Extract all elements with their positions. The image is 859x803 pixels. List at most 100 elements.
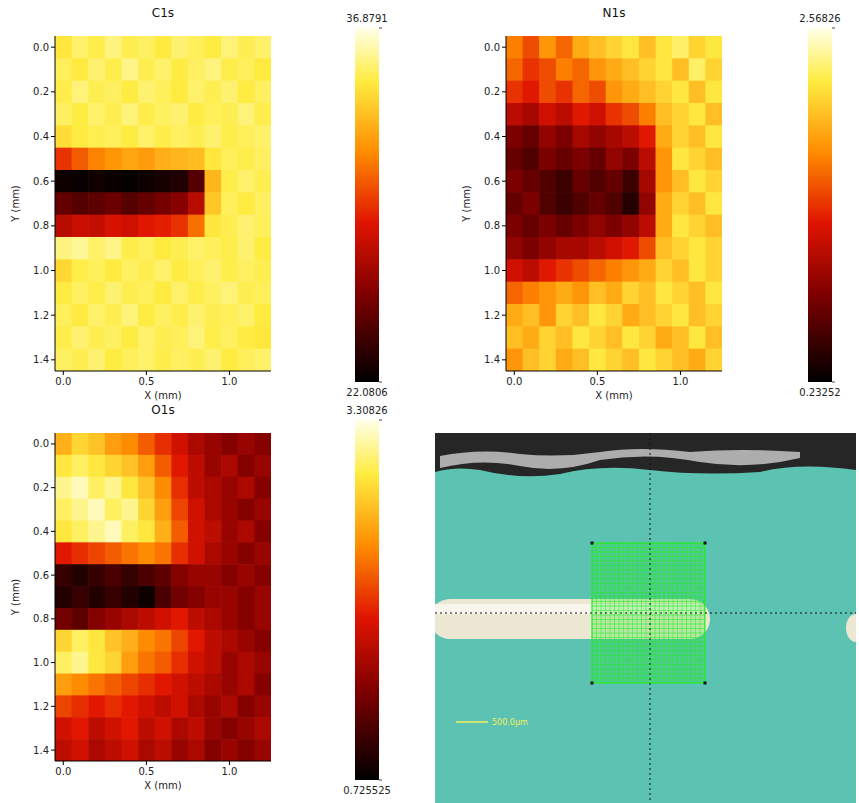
- cell: [88, 192, 105, 215]
- cell: [171, 304, 188, 327]
- cell: [88, 304, 105, 327]
- cell: [105, 125, 122, 148]
- cell: [572, 282, 589, 305]
- cell: [689, 36, 706, 59]
- cell: [572, 349, 589, 371]
- x-tick-label: 0.0: [506, 376, 522, 387]
- x-axis-title: X (mm): [595, 390, 632, 401]
- cell: [606, 36, 623, 59]
- cell: [221, 542, 238, 564]
- cell: [88, 455, 105, 477]
- cell: [622, 58, 639, 81]
- cell: [238, 326, 255, 349]
- scan-grid-line: [592, 565, 705, 566]
- cell: [572, 215, 589, 238]
- cell: [639, 58, 656, 81]
- cell: [205, 630, 222, 652]
- cell: [171, 433, 188, 455]
- cell: [205, 237, 222, 260]
- x-tick: [63, 371, 64, 375]
- y-tick-label: 1.4: [33, 354, 49, 365]
- cell: [121, 586, 138, 608]
- cell: [221, 349, 238, 371]
- scan-grid-line: [623, 543, 624, 683]
- cell: [238, 542, 255, 564]
- cell: [105, 215, 122, 238]
- cell: [689, 282, 706, 305]
- scan-grid-line: [614, 543, 615, 683]
- heatmap-panel: 0.00.51.00.00.20.40.60.81.01.21.4X (mm)Y…: [10, 6, 388, 401]
- cell: [656, 192, 673, 215]
- cell: [155, 608, 172, 630]
- cell: [606, 192, 623, 215]
- cell: [55, 103, 72, 126]
- cell: [689, 125, 706, 148]
- cell: [705, 237, 722, 260]
- cell: [254, 103, 271, 126]
- cells: [55, 36, 271, 371]
- x-tick: [514, 371, 515, 375]
- cell: [205, 58, 222, 81]
- cell: [506, 326, 523, 349]
- cell: [121, 170, 138, 193]
- cell: [188, 237, 205, 260]
- cell: [188, 695, 205, 717]
- cell: [72, 148, 89, 171]
- cell: [506, 192, 523, 215]
- y-tick-label: 0.0: [484, 42, 500, 53]
- cell: [238, 36, 255, 59]
- cell: [606, 170, 623, 193]
- panel-title: O1s: [151, 403, 174, 417]
- cell: [72, 282, 89, 305]
- cell: [254, 349, 271, 371]
- cell: [121, 433, 138, 455]
- cell: [221, 103, 238, 126]
- cell: [55, 630, 72, 652]
- cell: [254, 630, 271, 652]
- cell: [55, 237, 72, 260]
- cell: [221, 477, 238, 499]
- y-tick-label: 0.0: [33, 42, 49, 53]
- cell: [188, 192, 205, 215]
- colorbar-label: 22.0806: [346, 387, 387, 398]
- cell: [105, 81, 122, 104]
- cell: [689, 237, 706, 260]
- cell: [72, 739, 89, 761]
- cell: [72, 477, 89, 499]
- cell: [138, 499, 155, 521]
- cell: [55, 652, 72, 674]
- cell: [254, 433, 271, 455]
- cell: [238, 586, 255, 608]
- cell: [556, 215, 573, 238]
- cell: [606, 148, 623, 171]
- cell: [105, 695, 122, 717]
- y-tick: [51, 225, 55, 226]
- cell: [572, 326, 589, 349]
- cell: [55, 455, 72, 477]
- cell: [72, 564, 89, 586]
- cell: [205, 542, 222, 564]
- cell: [205, 564, 222, 586]
- cell: [171, 455, 188, 477]
- cell: [55, 717, 72, 739]
- cell: [138, 564, 155, 586]
- scan-grid-line: [592, 678, 705, 679]
- cell: [221, 58, 238, 81]
- cell: [656, 103, 673, 126]
- cell: [221, 586, 238, 608]
- cell: [138, 433, 155, 455]
- cell: [88, 58, 105, 81]
- cell: [221, 326, 238, 349]
- panel-title: N1s: [603, 6, 626, 20]
- cell: [72, 125, 89, 148]
- cell: [138, 259, 155, 282]
- cell: [705, 103, 722, 126]
- cell: [55, 520, 72, 542]
- cell: [105, 349, 122, 371]
- cell: [238, 455, 255, 477]
- scan-grid-line: [592, 642, 705, 643]
- cell: [55, 326, 72, 349]
- cell: [88, 564, 105, 586]
- y-axis-line: [55, 36, 56, 371]
- cell: [606, 103, 623, 126]
